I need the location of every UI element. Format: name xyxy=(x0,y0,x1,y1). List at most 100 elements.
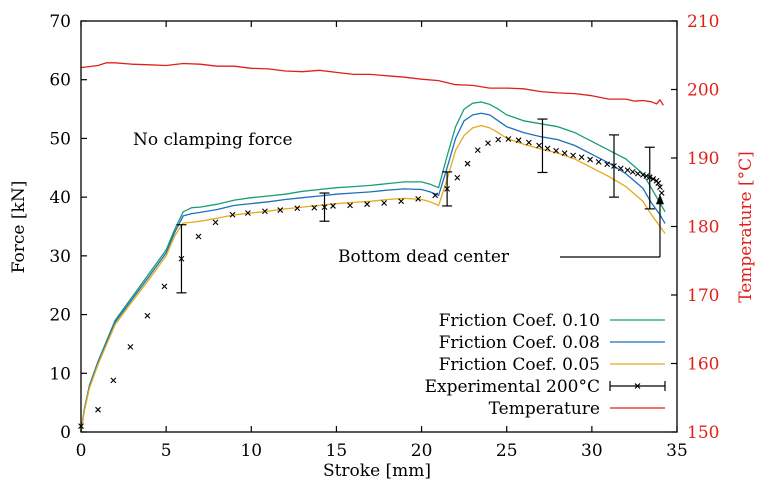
legend-entry: Friction Coef. 0.05 xyxy=(439,355,665,375)
x-tick-label: 30 xyxy=(581,441,603,461)
legend-entry: Friction Coef. 0.10 xyxy=(439,311,665,331)
experimental-point xyxy=(629,169,636,175)
axis-ticks: 0 5 10 15 20 25 30 35 0 10 20 30 40 50 60 70 150 160 170 18… xyxy=(49,12,719,461)
experimental-point xyxy=(561,150,568,156)
error-bar xyxy=(644,146,655,210)
y-tick-label: 10 xyxy=(49,364,71,384)
legend-label: Experimental 200°C xyxy=(425,377,600,397)
experimental-point xyxy=(646,174,653,181)
experimental-point xyxy=(330,203,336,209)
experimental-point xyxy=(262,208,268,215)
x-tick-label: 35 xyxy=(666,441,688,461)
series-line-0 xyxy=(80,101,666,433)
experimental-point xyxy=(277,207,284,213)
experimental-point xyxy=(444,186,451,192)
y2-tick-label: 180 xyxy=(687,218,719,238)
experimental-point xyxy=(474,147,481,154)
experimental-point xyxy=(595,159,602,165)
series-line-1 xyxy=(80,112,666,433)
x-tick-label: 15 xyxy=(326,441,348,461)
y2-axis-label: Temperature [°C] xyxy=(736,151,756,303)
experimental-point xyxy=(161,283,168,290)
experimental-point xyxy=(347,202,353,209)
experimental-point xyxy=(643,173,650,179)
experimental-point xyxy=(525,139,532,146)
error-bar xyxy=(537,118,548,174)
experimental-point xyxy=(536,142,542,149)
series-line-2 xyxy=(80,124,666,433)
experimental-point xyxy=(604,161,611,168)
experimental-point xyxy=(212,219,219,226)
annotation-bottom-dead-center: Bottom dead center xyxy=(338,247,510,267)
y2-tick-label: 200 xyxy=(687,81,719,101)
experimental-point xyxy=(505,136,512,142)
experimental-point xyxy=(195,233,202,240)
y2-tick-label: 190 xyxy=(687,149,719,169)
experimental-point xyxy=(432,192,439,199)
y2-tick-label: 160 xyxy=(687,355,719,375)
experimental-point xyxy=(321,204,328,211)
legend-entry: Experimental 200°C xyxy=(425,377,666,397)
experimental-point xyxy=(650,176,657,182)
y-tick-label: 20 xyxy=(49,306,71,326)
legend-label: Friction Coef. 0.05 xyxy=(439,355,600,375)
experimental-point xyxy=(381,200,387,206)
experimental-point xyxy=(95,406,101,413)
y-axis-label: Force [kN] xyxy=(9,181,29,274)
experimental-point xyxy=(229,211,236,218)
y-tick-label: 50 xyxy=(49,129,71,149)
experimental-point xyxy=(587,156,594,163)
experimental-point xyxy=(617,165,624,172)
experimental-point xyxy=(454,174,461,181)
experimental-point xyxy=(640,171,646,178)
x-tick-label: 0 xyxy=(76,441,87,461)
experimental-point xyxy=(364,201,370,208)
experimental-point xyxy=(611,163,617,169)
experimental-point xyxy=(398,198,405,205)
experimental-point xyxy=(244,210,251,216)
y2-tick-label: 170 xyxy=(687,286,719,306)
experimental-point xyxy=(127,343,134,350)
experimental-point xyxy=(495,136,502,143)
experimental-point xyxy=(657,184,663,191)
experimental-point xyxy=(624,167,631,174)
experimental-point xyxy=(553,147,559,154)
experimental-point xyxy=(570,152,577,159)
x-axis-label: Stroke [mm] xyxy=(323,461,431,481)
legend-label: Friction Coef. 0.08 xyxy=(439,333,600,353)
experimental-point xyxy=(178,255,185,262)
legend-entry: Friction Coef. 0.08 xyxy=(439,333,665,353)
experimental-point xyxy=(294,205,301,212)
experimental-point xyxy=(515,137,522,144)
plot-marks xyxy=(78,62,666,433)
experimental-point xyxy=(311,204,318,211)
experimental-point xyxy=(578,154,585,161)
y2-tick-label: 150 xyxy=(687,423,719,443)
experimental-point xyxy=(485,140,491,147)
experimental-point xyxy=(544,145,551,152)
legend-swatch xyxy=(609,381,666,391)
experimental-point xyxy=(464,160,471,167)
x-tick-label: 20 xyxy=(411,441,433,461)
legend-label: Temperature xyxy=(489,399,600,419)
experimental-point xyxy=(415,196,422,202)
experimental-point xyxy=(110,377,117,384)
experimental-point xyxy=(144,312,151,319)
y-tick-label: 30 xyxy=(49,247,71,267)
legend-label: Friction Coef. 0.10 xyxy=(439,311,600,331)
y-tick-label: 40 xyxy=(49,188,71,208)
annotation-no-clamping-force: No clamping force xyxy=(133,130,293,150)
x-tick-label: 25 xyxy=(496,441,518,461)
x-tick-label: 10 xyxy=(240,441,262,461)
x-tick-label: 5 xyxy=(161,441,172,461)
y-tick-label: 0 xyxy=(60,423,71,443)
experimental-point xyxy=(634,170,641,177)
annotation-arrow xyxy=(560,194,664,258)
legend-entry: Temperature xyxy=(489,399,665,419)
y2-tick-label: 210 xyxy=(687,12,719,32)
y-tick-label: 70 xyxy=(49,12,71,32)
y-tick-label: 60 xyxy=(49,71,71,91)
experimental-point xyxy=(655,180,662,186)
